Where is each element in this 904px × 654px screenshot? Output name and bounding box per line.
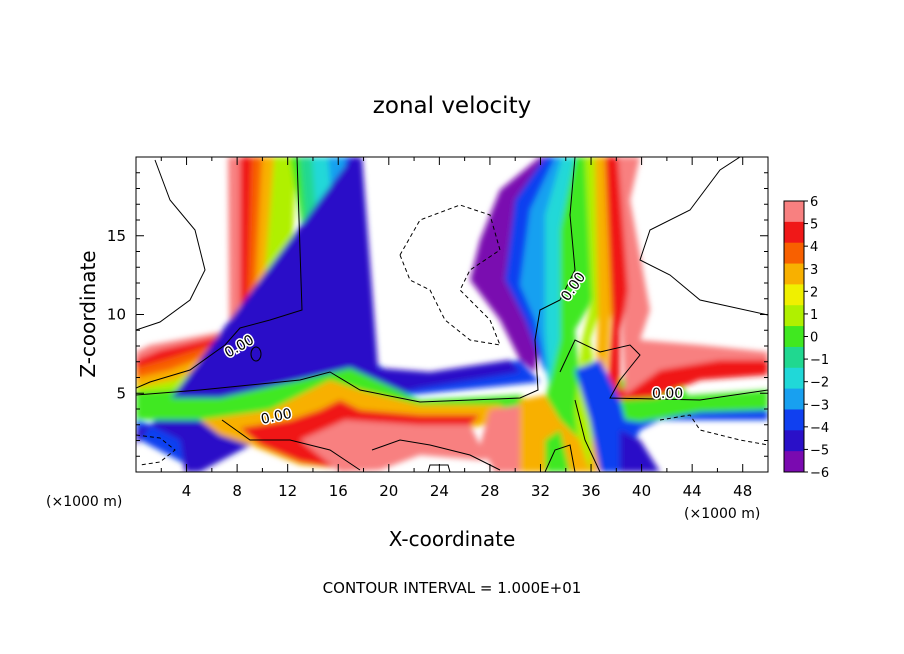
x-unit-left: (×1000 m) xyxy=(46,494,122,510)
field-band xyxy=(605,157,768,470)
colorbar-label: −3 xyxy=(810,398,829,413)
colorbar-label: 4 xyxy=(810,240,818,255)
x-tick-label: 16 xyxy=(329,482,348,500)
colorbar-swatch xyxy=(784,284,804,306)
colorbar-label: 6 xyxy=(810,195,818,210)
colorbar-swatch xyxy=(784,388,804,410)
contour-zero-line xyxy=(250,346,262,362)
colorbar-label: 5 xyxy=(810,218,818,233)
contour-negative-line xyxy=(659,414,768,446)
y-tick-label: 10 xyxy=(107,306,126,324)
colorbar-swatch xyxy=(784,221,804,244)
colorbar-label: −2 xyxy=(810,376,829,391)
x-tick-label: 32 xyxy=(531,482,550,500)
x-tick-label: 40 xyxy=(632,482,651,500)
contour-zero-line xyxy=(221,419,361,471)
field-band xyxy=(136,157,296,400)
colorbar-swatch xyxy=(784,305,804,327)
colorbar-label: 3 xyxy=(810,263,818,278)
contour-zero-line xyxy=(544,444,576,472)
x-tick-label: 28 xyxy=(480,482,499,500)
y-tick-label: 5 xyxy=(116,384,126,402)
colorbar-label: −1 xyxy=(810,353,829,368)
field-band xyxy=(545,430,570,472)
field-band xyxy=(480,405,520,472)
field-band xyxy=(136,157,272,400)
contour-zero-line xyxy=(136,159,206,331)
colorbar-swatch xyxy=(784,409,804,431)
contour-negative-line xyxy=(136,434,176,466)
colorbar-label: 0 xyxy=(810,331,818,346)
colorbar-label: −5 xyxy=(810,443,829,458)
y-tick-label: 15 xyxy=(107,227,126,245)
contour-zero-line xyxy=(574,399,601,472)
x-unit-right: (×1000 m) xyxy=(684,506,760,522)
x-tick-label: 48 xyxy=(733,482,752,500)
colorbar-swatch xyxy=(784,367,804,390)
colorbar-label: −4 xyxy=(810,421,829,436)
field-band xyxy=(618,157,768,395)
x-tick-label: 12 xyxy=(278,482,297,500)
contour-interval-footer: CONTOUR INTERVAL = 1.000E+01 xyxy=(323,579,582,597)
field-band xyxy=(300,420,520,472)
contour-zero-line xyxy=(559,339,768,401)
x-tick-label: 20 xyxy=(379,482,398,500)
contour-zero-line xyxy=(136,157,576,403)
colorbar-swatch xyxy=(784,430,804,452)
colorbar: 6 5 4 3 2 1 0 −1 −2 −3 −4 −5 −6 xyxy=(783,195,829,481)
chart-title: zonal velocity xyxy=(373,93,531,119)
colorbar-label: 2 xyxy=(810,285,818,300)
velocity-field: 0.00 0.00 0.00 0.00 xyxy=(136,157,768,472)
x-axis-label: X-coordinate xyxy=(389,527,516,551)
colorbar-swatch xyxy=(784,263,804,285)
field-band xyxy=(620,430,660,472)
contour-zero-line xyxy=(639,157,768,316)
contour-zero-line xyxy=(371,439,501,471)
x-tick-label: 36 xyxy=(581,482,600,500)
y-axis-label: Z-coordinate xyxy=(76,250,100,377)
x-axis: 4 8 12 16 20 24 28 32 36 40 44 48 xyxy=(160,157,752,500)
y-axis: 5 10 15 xyxy=(107,172,768,457)
colorbar-swatch xyxy=(784,242,804,265)
colorbar-swatch xyxy=(784,451,804,473)
x-tick-label: 4 xyxy=(182,482,192,500)
x-tick-label: 24 xyxy=(430,482,449,500)
colorbar-label: 1 xyxy=(810,308,818,323)
x-tick-label: 8 xyxy=(232,482,242,500)
colorbar-label: −6 xyxy=(810,466,829,481)
field-band xyxy=(136,157,520,472)
field-band xyxy=(620,390,768,422)
colorbar-swatch xyxy=(784,326,804,348)
field-band xyxy=(510,395,590,472)
x-tick-label: 44 xyxy=(683,482,702,500)
colorbar-swatch xyxy=(784,346,804,369)
contour-zero-line xyxy=(136,157,303,389)
field-band xyxy=(136,157,540,472)
contour-label: 0.00 xyxy=(652,386,683,402)
colorbar-swatch xyxy=(784,201,804,223)
